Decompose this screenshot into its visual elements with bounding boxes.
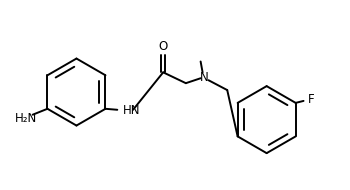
Text: O: O: [159, 40, 168, 53]
Text: N: N: [200, 71, 209, 84]
Text: H₂N: H₂N: [15, 112, 37, 125]
Text: HN: HN: [123, 104, 141, 117]
Text: F: F: [308, 93, 315, 106]
